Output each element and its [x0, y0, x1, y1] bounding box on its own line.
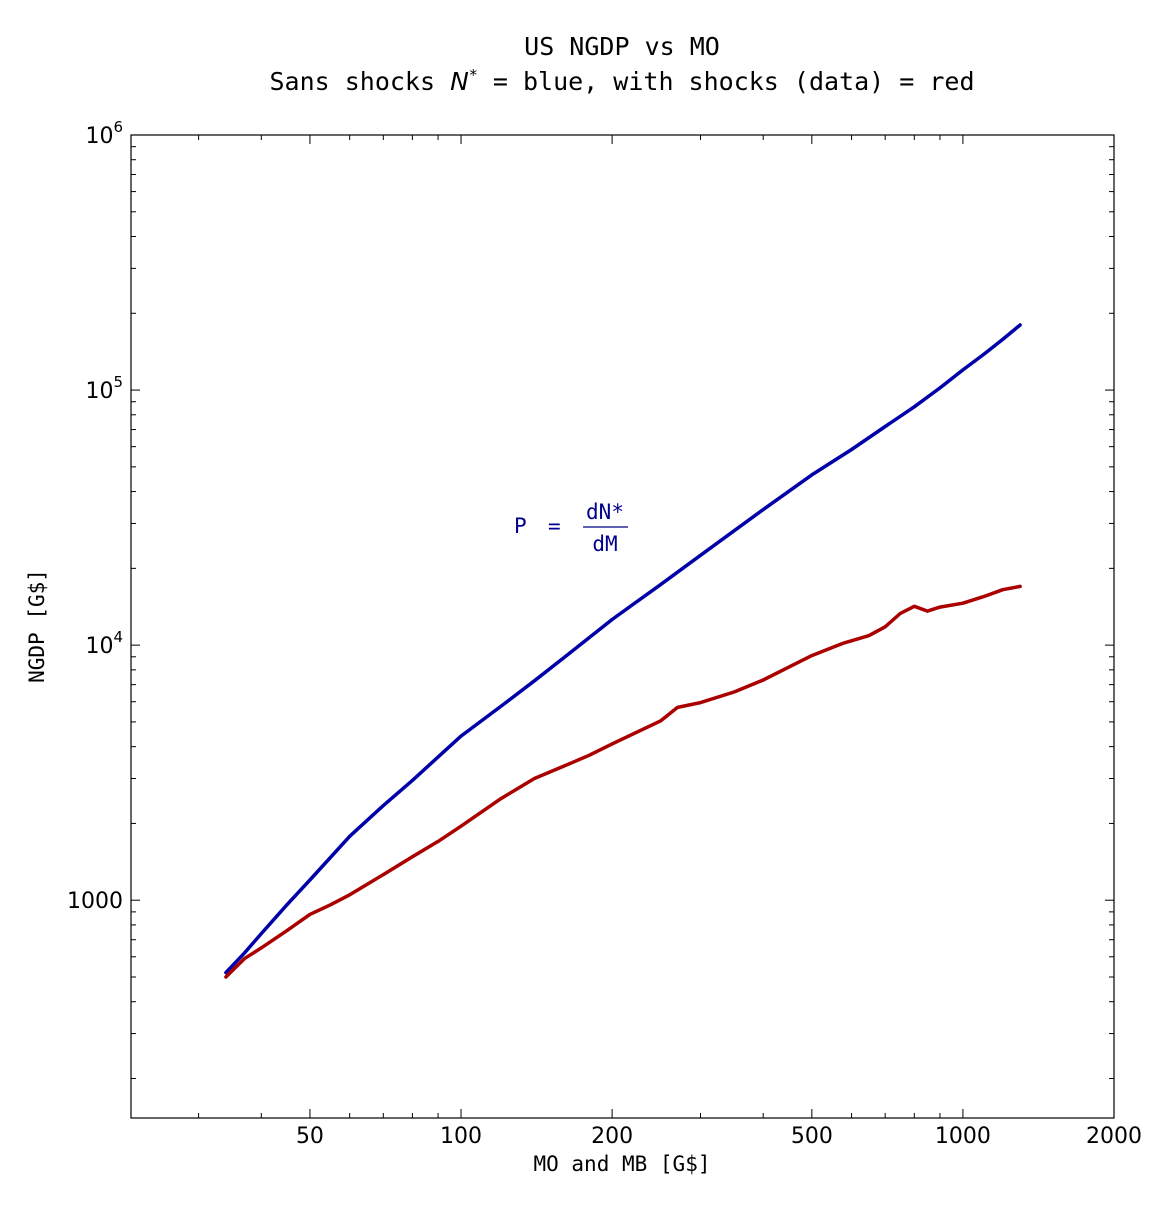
- x-tick-label: 50: [296, 1124, 324, 1149]
- y-tick-label: 106: [85, 118, 123, 149]
- x-axis-label: MO and MB [G$]: [533, 1152, 710, 1176]
- y-tick-labels: 1000 104 105 106: [67, 118, 123, 914]
- series-line-1: [224, 584, 1022, 979]
- x-tick-label: 2000: [1086, 1124, 1142, 1149]
- x-tick-label: 100: [440, 1124, 482, 1149]
- subtitle-suffix: = blue, with shocks (data) = red: [478, 67, 975, 96]
- annotation-lhs: P: [514, 514, 527, 538]
- series-layer: [224, 323, 1022, 979]
- x-tick-label: 200: [591, 1124, 633, 1149]
- x-tick-labels: 50 100 200 500 1000 2000: [296, 1124, 1142, 1149]
- chart-title: US NGDP vs MO: [524, 32, 720, 61]
- y-tick-label: 104: [85, 628, 123, 659]
- annotation-numerator: dN*: [586, 500, 624, 524]
- axis-ticks: [131, 134, 1115, 1118]
- subtitle-superscript: *: [469, 66, 478, 84]
- x-tick-label: 500: [791, 1124, 833, 1149]
- plot-frame: [130, 134, 1115, 1119]
- annotation-denominator: dM: [592, 532, 617, 556]
- subtitle-symbol: N: [450, 67, 469, 96]
- y-axis-label: NGDP [G$]: [25, 569, 49, 683]
- y-tick-label: 1000: [67, 889, 123, 914]
- y-tick-label: 105: [85, 373, 123, 404]
- annotation-equals: =: [548, 514, 561, 538]
- x-tick-label: 1000: [935, 1124, 991, 1149]
- subtitle-prefix: Sans shocks: [269, 67, 450, 96]
- chart-subtitle: Sans shocks N* = blue, with shocks (data…: [269, 66, 974, 96]
- annotation-formula: P = dN* dM: [514, 500, 628, 556]
- series-line-0: [224, 323, 1022, 975]
